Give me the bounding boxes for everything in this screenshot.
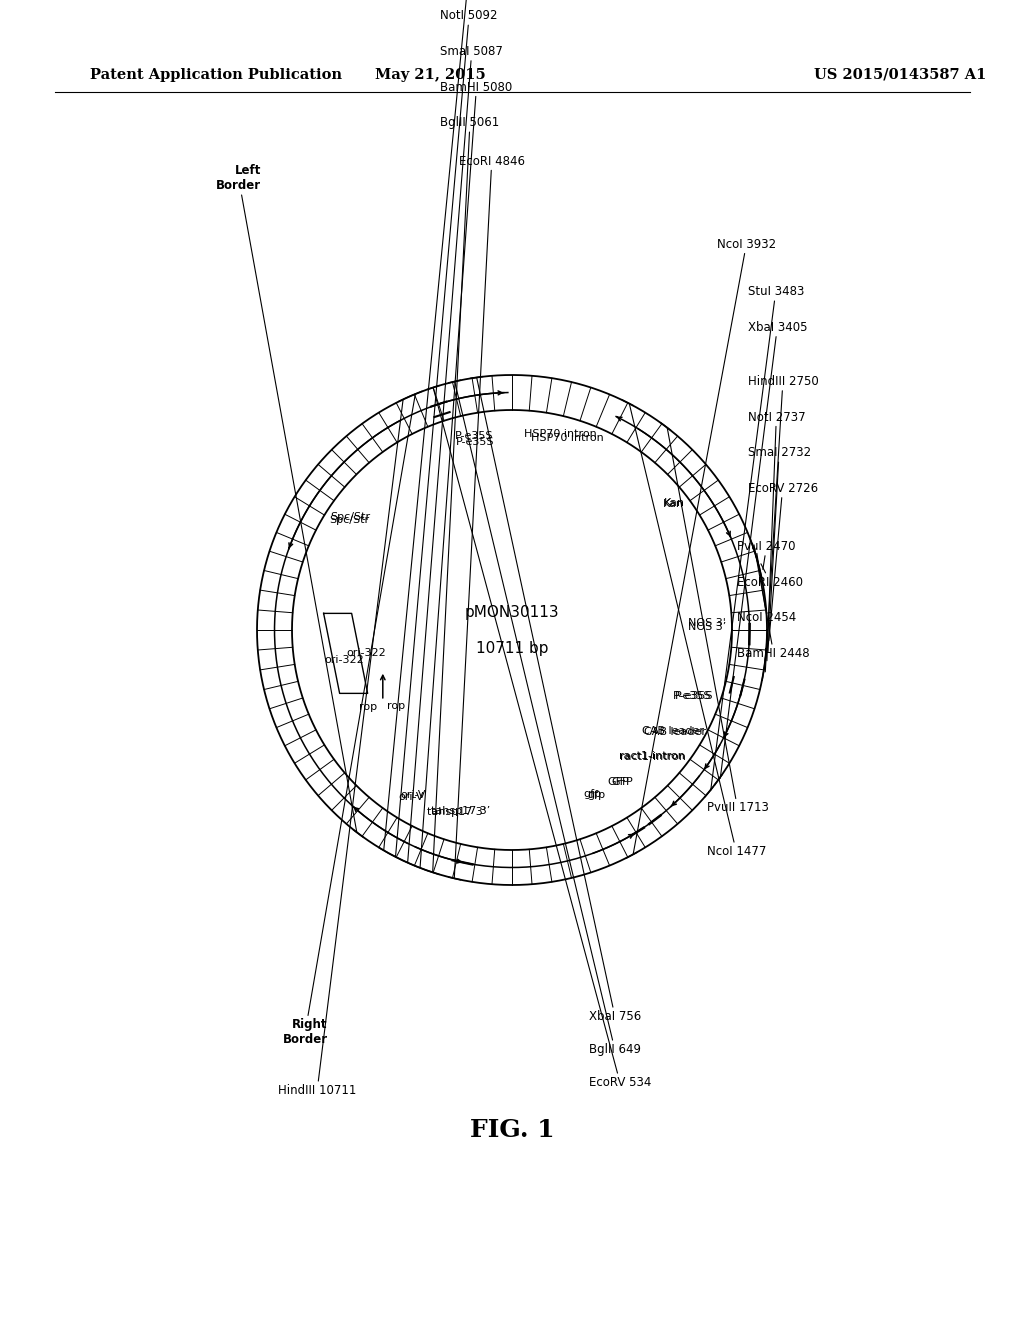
Text: gfp: gfp — [587, 789, 605, 800]
Text: EcoRI 4846: EcoRI 4846 — [455, 154, 524, 878]
Text: XbaI 756: XbaI 756 — [477, 379, 641, 1023]
Text: Spc/Str: Spc/Str — [331, 512, 371, 521]
Text: ract1-intron: ract1-intron — [621, 752, 686, 762]
Text: rop: rop — [387, 701, 404, 711]
Text: ori-322: ori-322 — [346, 648, 386, 659]
Text: ori-V: ori-V — [400, 789, 426, 800]
Text: StuI 3483: StuI 3483 — [711, 285, 804, 791]
Text: Right
Border: Right Border — [283, 395, 416, 1047]
Text: NotI 2737: NotI 2737 — [748, 411, 805, 661]
Text: HSP70 intron: HSP70 intron — [524, 429, 597, 440]
Text: CAB leader: CAB leader — [644, 727, 706, 737]
Text: NotI 5092: NotI 5092 — [395, 9, 498, 857]
Text: BglII 649: BglII 649 — [455, 383, 641, 1056]
Text: EcoRV 534: EcoRV 534 — [433, 388, 651, 1089]
Text: ori-V: ori-V — [398, 792, 424, 803]
Text: tahsp17 3': tahsp17 3' — [427, 807, 485, 817]
Text: CAB leader: CAB leader — [642, 726, 705, 735]
Text: P-e35S: P-e35S — [455, 430, 494, 441]
Text: gfp: gfp — [583, 789, 601, 800]
Text: NcoI 2454: NcoI 2454 — [737, 553, 797, 624]
Text: rop: rop — [359, 701, 377, 711]
Text: P-e35S: P-e35S — [673, 690, 712, 701]
Text: US 2015/0143587 A1: US 2015/0143587 A1 — [814, 69, 986, 82]
Text: HSP70 intron: HSP70 intron — [530, 433, 603, 442]
Text: PvuII 1713: PvuII 1713 — [668, 428, 768, 814]
Text: NcoI 1477: NcoI 1477 — [630, 404, 766, 858]
Text: Left
Border: Left Border — [216, 164, 356, 833]
Text: 10711 bp: 10711 bp — [476, 640, 548, 656]
Text: GFP: GFP — [611, 777, 634, 787]
Text: NOS 3’: NOS 3’ — [688, 622, 726, 631]
Text: NcoI 3932: NcoI 3932 — [633, 238, 776, 854]
Text: BamHI 2448: BamHI 2448 — [737, 545, 810, 660]
Text: pMON30113: pMON30113 — [465, 605, 559, 619]
Text: BamHI 5080: BamHI 5080 — [420, 81, 513, 867]
Text: HindIII 2750: HindIII 2750 — [748, 375, 818, 672]
Text: P-e35S: P-e35S — [675, 692, 714, 701]
Text: Kan: Kan — [664, 498, 685, 508]
Text: Patent Application Publication: Patent Application Publication — [90, 69, 342, 82]
Text: FIG. 1: FIG. 1 — [470, 1118, 554, 1142]
Text: EcoRI 2460: EcoRI 2460 — [737, 564, 803, 589]
Text: BglII 5061: BglII 5061 — [433, 116, 500, 871]
Text: SmaI 2732: SmaI 2732 — [748, 446, 811, 652]
Text: NOS 3': NOS 3' — [688, 618, 726, 628]
Text: tahsp17 3’: tahsp17 3’ — [430, 805, 489, 816]
Text: ori-322: ori-322 — [325, 655, 365, 665]
Text: XbaI 3405: XbaI 3405 — [720, 321, 807, 779]
Text: SmaI 5087: SmaI 5087 — [408, 45, 503, 862]
Text: GFP: GFP — [608, 777, 630, 787]
Text: Kan: Kan — [664, 499, 684, 508]
Text: ract1-intron: ract1-intron — [618, 751, 685, 760]
Text: EcoRV 2726: EcoRV 2726 — [748, 482, 817, 640]
Text: Spc/Str: Spc/Str — [330, 515, 370, 525]
Text: ClaI 5100: ClaI 5100 — [384, 0, 496, 850]
Text: HindIII 10711: HindIII 10711 — [278, 400, 403, 1097]
Text: P-e35S: P-e35S — [456, 437, 495, 446]
Text: May 21, 2015: May 21, 2015 — [375, 69, 485, 82]
Text: PvuI 2470: PvuI 2470 — [737, 540, 796, 569]
